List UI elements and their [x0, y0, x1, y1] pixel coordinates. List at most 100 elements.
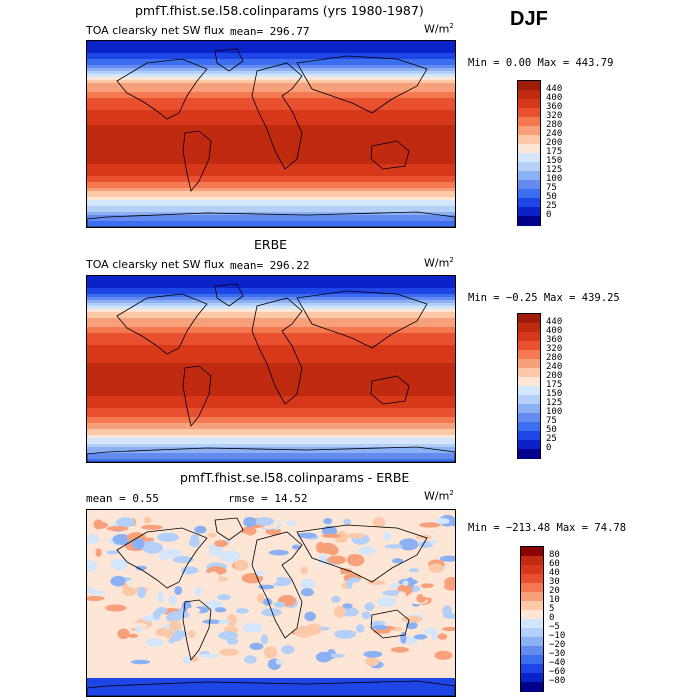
map-anomaly [219, 648, 240, 656]
map-band [87, 318, 455, 322]
map-band [87, 360, 455, 364]
colorbar-cell [518, 323, 540, 333]
map-band [87, 324, 455, 328]
colorbar-cell [518, 404, 540, 414]
colorbar-tick-label: −5 [549, 622, 560, 632]
colorbar-tick-label: 280 [546, 353, 563, 363]
colorbar-tick-label: 10 [549, 595, 560, 605]
map-anomaly [100, 553, 116, 562]
panel1-minmax: Min = 0.00 Max = 443.79 [468, 57, 614, 69]
map-anomaly [391, 558, 404, 564]
panel3-minmax: Min = −213.48 Max = 74.78 [468, 522, 627, 534]
map-band [87, 65, 455, 69]
panel2-mean: mean= 296.22 [230, 259, 310, 272]
map-anomaly [334, 629, 357, 639]
map-band [87, 212, 455, 216]
map-band [87, 402, 455, 406]
map-band [87, 50, 455, 54]
colorbar-cell [518, 314, 540, 324]
coastline [251, 297, 303, 405]
map-anomaly [304, 611, 316, 622]
map-band [87, 387, 455, 391]
colorbar-tick-label: 360 [546, 102, 563, 112]
panel1-title: pmfT.fhist.se.l58.colinparams (yrs 1980-… [135, 3, 424, 18]
panel1-colorbar: 440 400 360 320 280 240 200 175 150 125 100 75 50 25 0 [517, 80, 562, 226]
colorbar-cell [518, 135, 540, 145]
colorbar-tick-label: −30 [549, 649, 566, 659]
map-anomaly [358, 546, 376, 555]
colorbar-tick-label: 30 [549, 577, 560, 587]
map-anomaly [135, 565, 147, 571]
colorbar-tick-label: −20 [549, 640, 566, 650]
panel3-colorbar: 80 60 40 30 20 10 5 0 −5 −10 −20 −30 −40 −60 −80 [520, 546, 565, 692]
map-band [87, 378, 455, 382]
colorbar-tick-label: 50 [546, 192, 557, 202]
map-anomaly [254, 516, 275, 526]
map-anomaly [275, 659, 284, 665]
map-anomaly [110, 575, 126, 587]
map-band-south [87, 678, 455, 696]
map-band [87, 41, 455, 45]
colorbar-cell [521, 592, 543, 602]
map-band [87, 312, 455, 316]
map-anomaly [390, 582, 401, 589]
season-label: DJF [510, 8, 548, 30]
map-anomaly [442, 605, 452, 617]
colorbar-cell [521, 565, 543, 575]
map-anomaly [208, 610, 227, 622]
map-anomaly [390, 646, 410, 653]
map-anomaly [217, 633, 239, 639]
map-anomaly [413, 634, 428, 640]
map-anomaly [235, 608, 249, 614]
map-band [87, 432, 455, 436]
map-band [87, 435, 455, 439]
map-anomaly [116, 517, 135, 528]
map-band [87, 107, 455, 111]
map-band [87, 441, 455, 445]
map-anomaly [333, 605, 346, 618]
map-anomaly [190, 655, 199, 662]
map-anomaly [297, 532, 317, 539]
map-anomaly [256, 593, 265, 604]
map-band [87, 131, 455, 135]
colorbar-cell [518, 162, 540, 172]
map-band [87, 167, 455, 171]
map-anomaly [364, 586, 373, 592]
colorbar-tick-label: 0 [546, 443, 552, 453]
map-anomaly [95, 548, 102, 557]
map-band [87, 447, 455, 451]
colorbar-cell [518, 341, 540, 351]
map-band [87, 333, 455, 337]
map-anomaly [157, 532, 179, 542]
colorbar-cell [518, 189, 540, 199]
map-anomaly [300, 578, 316, 590]
map-band [87, 345, 455, 349]
colorbar-tick-label: 320 [546, 344, 563, 354]
map-anomaly [444, 576, 455, 588]
map-anomaly [218, 619, 231, 625]
map-anomaly [207, 533, 217, 538]
colorbar-tick-label: 200 [546, 371, 563, 381]
panel1-units: W/m2 [424, 22, 454, 36]
map-anomaly [170, 633, 183, 642]
map-anomaly [112, 534, 131, 545]
colorbar-cell [521, 628, 543, 638]
colorbar-tick-label: 400 [546, 326, 563, 336]
map-band [87, 98, 455, 102]
map-anomaly [134, 549, 145, 562]
colorbar-tick-label: 50 [546, 425, 557, 435]
map-anomaly [361, 611, 372, 620]
map-band [87, 342, 455, 346]
map-anomaly [439, 555, 455, 562]
colorbar-cell [518, 440, 540, 450]
map-band [87, 303, 455, 307]
map-band [87, 155, 455, 159]
map-anomaly [263, 646, 278, 659]
map-anomaly [194, 525, 207, 534]
map-band [87, 92, 455, 96]
map-band [87, 417, 455, 421]
colorbar-cell [518, 99, 540, 109]
map-anomaly [435, 518, 450, 525]
map-anomaly [397, 591, 407, 603]
map-band [87, 218, 455, 222]
